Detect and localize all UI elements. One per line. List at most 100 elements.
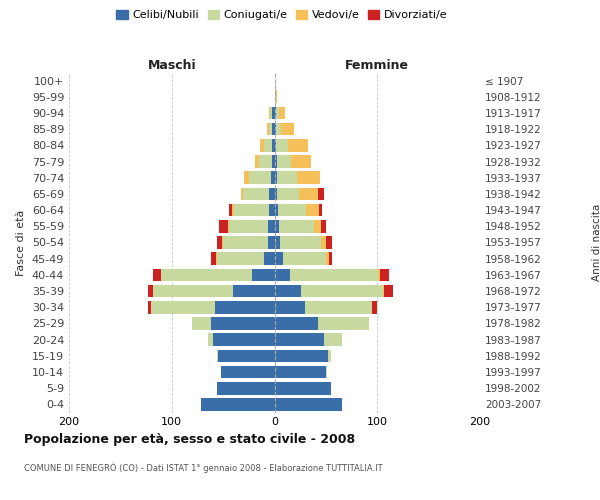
Bar (259, 155, 272, 168)
Bar (235, 204, 269, 216)
Bar (314, 220, 321, 232)
Bar (301, 285, 383, 298)
Bar (208, 334, 213, 346)
Bar (278, 220, 314, 232)
Bar (280, 236, 321, 249)
Bar (275, 285, 301, 298)
Bar (307, 204, 319, 216)
Bar (275, 220, 278, 232)
Bar (255, 155, 259, 168)
Bar (272, 155, 275, 168)
Bar (216, 252, 217, 265)
Bar (275, 350, 328, 362)
Bar (218, 350, 275, 362)
Bar (324, 334, 343, 346)
Bar (275, 155, 277, 168)
Bar (278, 204, 307, 216)
Bar (200, 398, 275, 410)
Bar (383, 285, 385, 298)
Bar (275, 301, 305, 314)
Bar (275, 188, 277, 200)
Bar (219, 220, 228, 232)
Bar (372, 301, 377, 314)
Bar (272, 106, 275, 120)
Bar (232, 204, 235, 216)
Bar (213, 334, 275, 346)
Bar (275, 317, 317, 330)
Bar (275, 90, 277, 103)
Bar (299, 188, 317, 200)
Bar (217, 252, 264, 265)
Bar (269, 123, 272, 136)
Legend: Celibi/Nubili, Coniugati/e, Vedovi/e, Divorziati/e: Celibi/Nubili, Coniugati/e, Vedovi/e, Di… (112, 6, 452, 25)
Bar (277, 155, 291, 168)
Bar (269, 106, 271, 120)
Bar (326, 236, 332, 249)
Bar (321, 236, 326, 249)
Bar (223, 236, 268, 249)
Text: Popolazione per età, sesso e stato civile - 2008: Popolazione per età, sesso e stato civil… (24, 432, 355, 446)
Bar (275, 382, 331, 394)
Bar (244, 172, 249, 184)
Bar (277, 188, 299, 200)
Bar (275, 123, 281, 136)
Bar (161, 268, 252, 281)
Bar (288, 139, 308, 151)
Bar (275, 236, 280, 249)
Bar (275, 366, 326, 378)
Text: Anni di nascita: Anni di nascita (592, 204, 600, 281)
Bar (228, 220, 229, 232)
Bar (275, 204, 278, 216)
Bar (221, 366, 275, 378)
Bar (272, 139, 275, 151)
Bar (264, 139, 272, 151)
Bar (275, 172, 277, 184)
Bar (290, 268, 378, 281)
Bar (326, 252, 329, 265)
Y-axis label: Fasce di età: Fasce di età (16, 210, 26, 276)
Bar (319, 204, 322, 216)
Bar (268, 220, 275, 232)
Bar (317, 317, 369, 330)
Bar (321, 220, 326, 232)
Bar (275, 252, 283, 265)
Text: COMUNE DI FENEGRÒ (CO) - Dati ISTAT 1° gennaio 2008 - Elaborazione TUTTITALIA.IT: COMUNE DI FENEGRÒ (CO) - Dati ISTAT 1° g… (24, 462, 383, 473)
Bar (326, 366, 327, 378)
Bar (328, 350, 331, 362)
Bar (264, 252, 275, 265)
Text: Maschi: Maschi (148, 58, 196, 71)
Bar (217, 236, 222, 249)
Bar (217, 350, 218, 362)
Bar (151, 301, 215, 314)
Bar (148, 301, 151, 314)
Bar (275, 106, 278, 120)
Bar (211, 317, 275, 330)
Bar (260, 139, 264, 151)
Bar (252, 268, 275, 281)
Text: Femmine: Femmine (345, 58, 409, 71)
Bar (281, 123, 294, 136)
Bar (385, 285, 392, 298)
Bar (153, 268, 161, 281)
Bar (269, 204, 275, 216)
Bar (268, 123, 269, 136)
Bar (217, 382, 275, 394)
Bar (268, 236, 275, 249)
Bar (148, 285, 153, 298)
Bar (229, 204, 232, 216)
Bar (211, 252, 216, 265)
Bar (317, 188, 324, 200)
Bar (249, 172, 271, 184)
Bar (378, 268, 380, 281)
Bar (329, 252, 332, 265)
Bar (271, 172, 275, 184)
Bar (153, 285, 233, 298)
Bar (278, 106, 285, 120)
Bar (241, 188, 242, 200)
Bar (275, 139, 288, 151)
Bar (305, 301, 372, 314)
Bar (283, 252, 326, 265)
Bar (275, 334, 324, 346)
Bar (215, 301, 275, 314)
Bar (291, 155, 311, 168)
